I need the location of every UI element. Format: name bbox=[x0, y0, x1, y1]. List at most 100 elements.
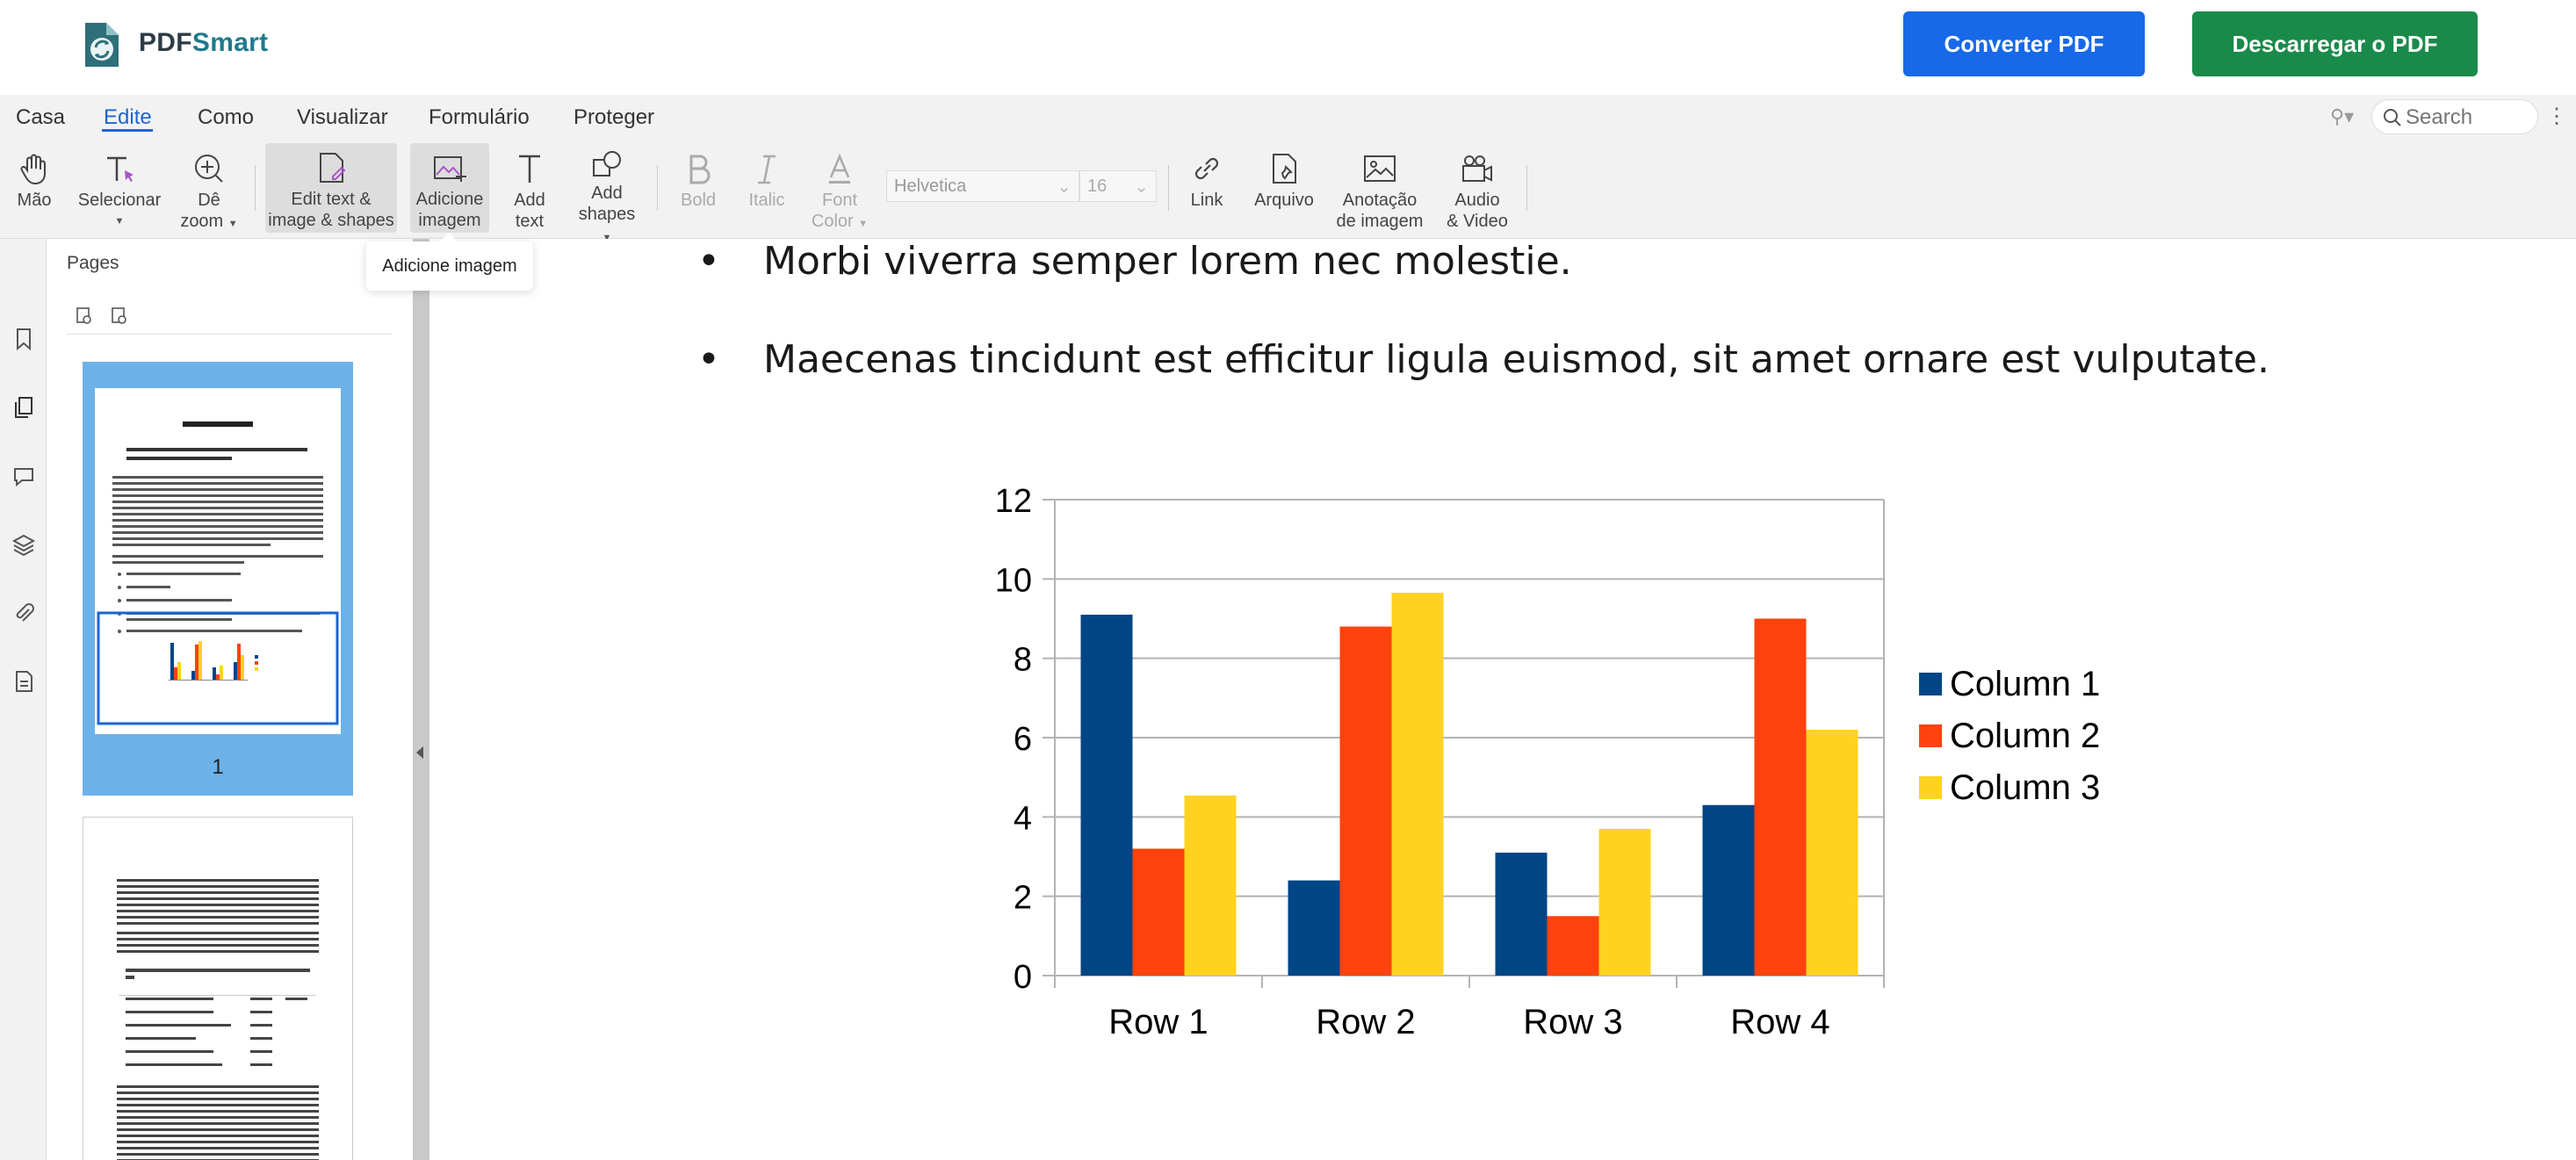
hand-tool[interactable]: Mão bbox=[9, 144, 60, 235]
collapse-arrow-icon[interactable] bbox=[416, 746, 423, 759]
file-pin-icon bbox=[1273, 154, 1296, 184]
select-label: Selecionar bbox=[77, 191, 162, 210]
font-color-icon bbox=[829, 153, 850, 184]
search-input[interactable] bbox=[2406, 105, 2529, 130]
add-image-tool[interactable]: Adicione imagem bbox=[410, 143, 489, 233]
bar bbox=[1598, 828, 1651, 976]
zoom-label-2: zoom ▼ bbox=[180, 212, 238, 231]
y-tick-label: 8 bbox=[1014, 642, 1032, 679]
legend-label: Column 3 bbox=[1950, 768, 2100, 807]
bar-chart[interactable]: 0 2 4 6 8 10 12 Row 1 Row 2 Row 3 Row 4 Column 1 Col… bbox=[429, 239, 2576, 1160]
y-tick-label: 0 bbox=[1014, 959, 1032, 996]
edit-text-image-tool[interactable]: Edit text & image & shapes bbox=[265, 143, 397, 233]
y-tick-label: 10 bbox=[995, 562, 1032, 599]
zoom-tool[interactable]: Dê zoom ▼ bbox=[179, 144, 239, 235]
bar bbox=[1495, 852, 1548, 976]
font-color-tool[interactable]: Font Color ▼ bbox=[808, 144, 871, 235]
menu-edite[interactable]: Edite bbox=[104, 105, 152, 129]
annotation-label-1: Anotação bbox=[1342, 191, 1418, 210]
menu-formulario[interactable]: Formulário bbox=[429, 105, 530, 129]
toolbar-divider bbox=[657, 165, 658, 211]
select-tool[interactable]: Selecionar ▼ bbox=[77, 144, 162, 235]
chevron-down-icon: ⌄ bbox=[1057, 177, 1072, 197]
form-fields-icon[interactable] bbox=[11, 669, 36, 694]
page-thumbnail-preview bbox=[95, 388, 341, 734]
y-tick-label: 2 bbox=[1014, 880, 1032, 917]
add-image-tooltip: Adicione imagem bbox=[366, 233, 533, 291]
shapes-icon bbox=[593, 151, 621, 177]
toolbar-divider bbox=[1168, 165, 1169, 211]
menu-visualizar[interactable]: Visualizar bbox=[297, 105, 388, 129]
font-color-label-2: Color ▼ bbox=[811, 212, 869, 231]
attachment-icon[interactable] bbox=[11, 601, 36, 625]
file-attachment-tool[interactable]: Arquivo bbox=[1249, 144, 1319, 235]
page-1-preview bbox=[97, 421, 339, 725]
add-shapes-label-2: shapes ▼ bbox=[578, 205, 636, 243]
bold-tool[interactable]: Bold bbox=[671, 144, 725, 235]
menu-bar: Casa Edite Como Visualizar Formulário Pr… bbox=[0, 95, 2576, 144]
active-menu-indicator bbox=[102, 129, 153, 132]
more-options-icon[interactable]: ⋮ bbox=[2546, 104, 2567, 128]
menu-como[interactable]: Como bbox=[198, 105, 255, 129]
search-mode-icon[interactable]: ⚲▾ bbox=[2330, 105, 2355, 127]
video-camera-icon bbox=[1462, 155, 1492, 182]
comment-icon[interactable] bbox=[11, 464, 36, 488]
x-tick-label: Row 4 bbox=[1730, 1003, 1829, 1041]
page-thumbnail[interactable] bbox=[83, 817, 353, 1160]
layers-icon[interactable] bbox=[11, 532, 36, 557]
bar bbox=[1080, 614, 1133, 976]
annotation-label-2: de imagem bbox=[1336, 212, 1424, 231]
panel-resize-handle[interactable] bbox=[413, 239, 429, 1160]
legend-label: Column 2 bbox=[1950, 717, 2100, 755]
bold-icon bbox=[689, 155, 711, 184]
insert-page-icon[interactable] bbox=[74, 306, 95, 327]
toolbar-divider bbox=[255, 165, 256, 211]
link-tool[interactable]: Link bbox=[1182, 144, 1231, 235]
hand-label: Mão bbox=[17, 191, 52, 210]
menu-casa[interactable]: Casa bbox=[16, 105, 66, 129]
menu-proteger[interactable]: Proteger bbox=[574, 105, 655, 129]
page-thumbnail-selected[interactable]: 1 bbox=[83, 362, 353, 796]
bookmark-icon[interactable] bbox=[11, 327, 36, 351]
add-image-label-2: imagem bbox=[418, 211, 481, 230]
bar bbox=[1184, 795, 1237, 976]
x-tick-label: Row 1 bbox=[1108, 1003, 1208, 1041]
bar bbox=[1702, 804, 1755, 976]
legend-swatch bbox=[1919, 673, 1942, 695]
x-tick-label: Row 3 bbox=[1523, 1003, 1622, 1041]
brand-name: PDFSmart bbox=[139, 28, 269, 57]
extract-page-icon[interactable] bbox=[109, 306, 130, 327]
bullet-dot-icon: • bbox=[697, 239, 720, 284]
download-pdf-button[interactable]: Descarregar o PDF bbox=[2192, 11, 2478, 76]
bar bbox=[1339, 626, 1392, 976]
text-icon bbox=[519, 155, 540, 183]
italic-icon bbox=[758, 155, 776, 184]
add-shapes-tool[interactable]: Add shapes ▼ bbox=[573, 144, 641, 243]
italic-tool[interactable]: Italic bbox=[740, 144, 794, 235]
audio-video-tool[interactable]: Audio & Video bbox=[1440, 144, 1514, 235]
convert-pdf-button[interactable]: Converter PDF bbox=[1903, 11, 2145, 76]
x-tick-label: Row 2 bbox=[1316, 1003, 1415, 1041]
font-size-select[interactable]: 16 ⌄ bbox=[1079, 170, 1157, 202]
legend-swatch bbox=[1919, 776, 1942, 799]
image-annotation-icon bbox=[1364, 155, 1396, 182]
add-text-tool[interactable]: Add text bbox=[502, 144, 557, 235]
hand-icon bbox=[20, 154, 46, 185]
pages-icon[interactable] bbox=[11, 395, 36, 420]
bar bbox=[1132, 848, 1185, 976]
pages-divider bbox=[67, 334, 392, 335]
bar bbox=[1806, 729, 1858, 976]
image-annotation-tool[interactable]: Anotação de imagem bbox=[1333, 144, 1426, 235]
left-sidebar-rail bbox=[0, 239, 47, 1160]
pages-title: Pages bbox=[67, 253, 119, 273]
zoom-in-icon bbox=[195, 155, 223, 183]
legend-label: Column 1 bbox=[1950, 665, 2100, 703]
pdfsmart-logo-icon[interactable] bbox=[80, 19, 124, 70]
pages-panel: Pages bbox=[47, 239, 413, 1160]
add-shapes-label-1: Add bbox=[591, 184, 623, 203]
bar bbox=[1547, 916, 1599, 976]
search-box[interactable] bbox=[2371, 99, 2538, 134]
font-family-select[interactable]: Helvetica ⌄ bbox=[886, 170, 1079, 202]
add-text-label-1: Add bbox=[514, 191, 545, 210]
audio-video-label-2: & Video bbox=[1447, 212, 1508, 231]
